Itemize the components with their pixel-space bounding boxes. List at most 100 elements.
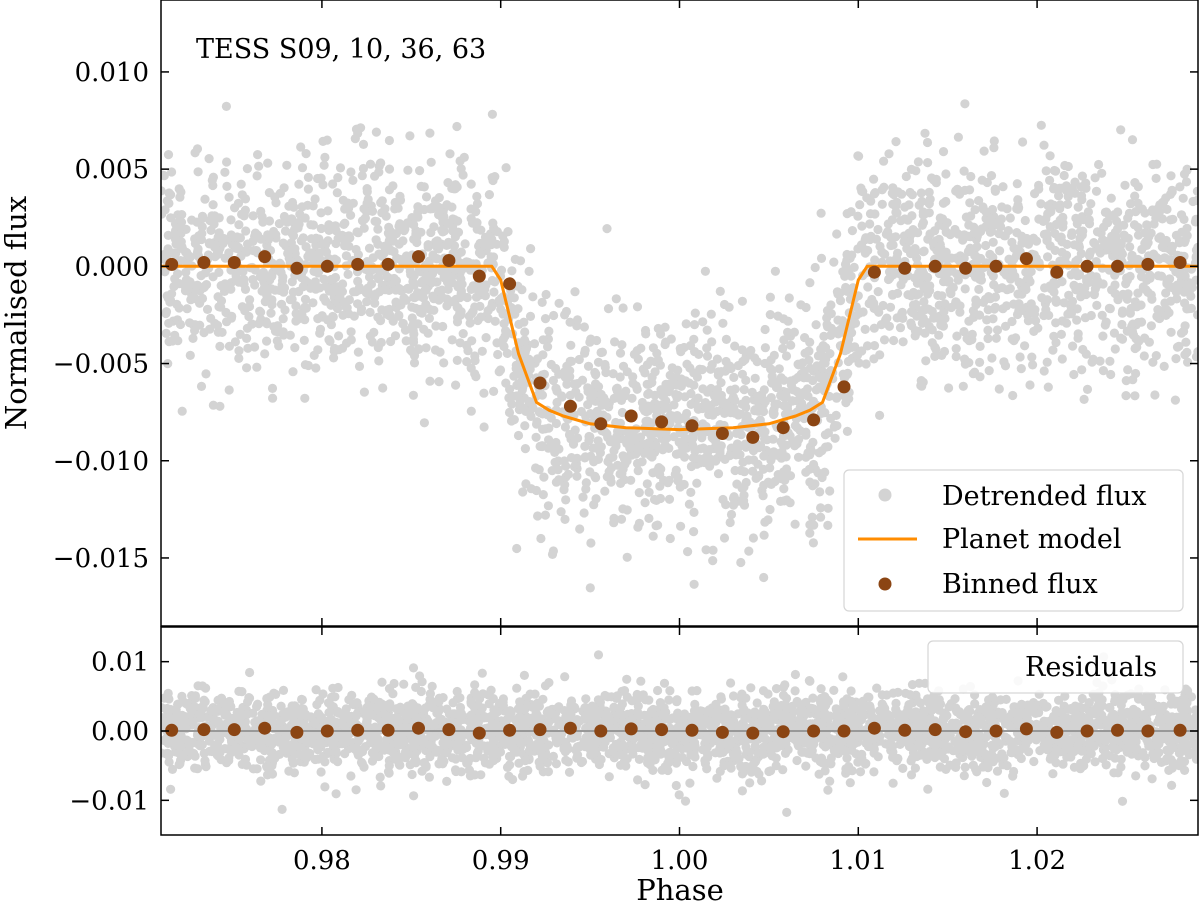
detrended-flux-point [301, 242, 311, 252]
detrended-flux-point [1180, 298, 1190, 308]
binned-flux-point [1019, 252, 1033, 266]
detrended-flux-point [901, 171, 911, 182]
residual-point [998, 760, 1008, 770]
detrended-flux-point [888, 183, 898, 193]
detrended-flux-point [507, 266, 517, 276]
detrended-flux-point [906, 248, 916, 259]
detrended-flux-point [592, 335, 602, 346]
detrended-flux-point [810, 262, 820, 273]
detrended-flux-point [487, 109, 497, 119]
detrended-flux-point [640, 368, 650, 378]
detrended-flux-point [537, 390, 548, 400]
detrended-flux-point [964, 316, 974, 326]
detrended-flux-point [618, 303, 628, 313]
detrended-flux-point [370, 298, 380, 308]
detrended-flux-point [1003, 226, 1014, 236]
detrended-flux-point [255, 306, 265, 316]
detrended-flux-point [783, 327, 793, 337]
detrended-flux-point [1026, 266, 1036, 277]
planet-model-curve [161, 264, 1198, 432]
detrended-flux-point [174, 279, 184, 289]
residual-point [792, 755, 802, 766]
detrended-flux-point [1116, 333, 1126, 343]
residual-point [999, 788, 1009, 799]
detrended-flux-point [329, 353, 339, 363]
detrended-flux-point [869, 174, 879, 184]
detrended-flux-point [543, 342, 553, 352]
detrended-flux-point [1009, 299, 1019, 309]
detrended-flux-point [611, 433, 621, 443]
residual-point [316, 767, 326, 777]
binned-flux-points [165, 250, 1187, 444]
detrended-flux-point [1167, 241, 1178, 251]
binned-flux-point [715, 427, 729, 440]
detrended-flux-point [291, 316, 301, 326]
detrended-flux-point [793, 452, 804, 462]
detrended-flux-point [1101, 317, 1111, 327]
detrended-flux-point [1183, 357, 1193, 367]
detrended-flux-point [583, 361, 594, 371]
detrended-flux-point [755, 415, 765, 425]
y-tick-label: 0.000 [75, 252, 149, 282]
detrended-flux-point [621, 386, 631, 396]
detrended-flux-point [399, 293, 409, 303]
detrended-flux-point [1086, 310, 1096, 321]
detrended-flux-point [532, 354, 543, 364]
detrended-flux-point [1042, 229, 1052, 239]
detrended-flux-point [323, 282, 333, 292]
detrended-flux-point [684, 499, 695, 509]
detrended-flux-point [409, 292, 419, 302]
detrended-flux-point [499, 319, 509, 329]
detrended-flux-point [706, 309, 716, 319]
detrended-flux-point [925, 285, 935, 296]
detrended-flux-point [1113, 224, 1123, 234]
detrended-flux-point [413, 202, 423, 212]
detrended-flux-point [1130, 343, 1140, 354]
detrended-flux-point [351, 287, 361, 297]
detrended-flux-point [972, 242, 982, 252]
detrended-flux-point [313, 345, 323, 355]
detrended-flux-point [971, 295, 981, 305]
detrended-flux-point [161, 249, 170, 259]
detrended-flux-point [234, 346, 244, 356]
detrended-flux-point [953, 132, 964, 142]
detrended-flux-point [449, 184, 459, 194]
detrended-flux-point [655, 470, 665, 480]
detrended-flux-point [520, 444, 531, 454]
detrended-flux-point [774, 364, 784, 374]
detrended-flux-point [781, 351, 792, 361]
detrended-flux-point [1059, 170, 1069, 181]
detrended-flux-point [176, 237, 186, 247]
detrended-flux-point [1079, 394, 1089, 404]
detrended-flux-point [785, 431, 795, 441]
residual-point [665, 686, 675, 696]
detrended-flux-point [341, 302, 351, 312]
detrended-flux-point [737, 296, 748, 306]
detrended-flux-point [939, 270, 949, 280]
detrended-flux-point [353, 299, 363, 309]
detrended-flux-point [1082, 384, 1093, 394]
detrended-flux-point [1081, 349, 1091, 359]
detrended-flux-point [374, 167, 384, 177]
detrended-flux-point [308, 298, 318, 308]
detrended-flux-point [829, 422, 839, 432]
binned-flux-point [1050, 265, 1064, 279]
detrended-flux-point [800, 333, 810, 343]
detrended-flux-point [951, 344, 961, 354]
detrended-flux-point [644, 513, 654, 524]
detrended-flux-point [357, 171, 367, 181]
detrended-flux-point [1021, 284, 1031, 295]
detrended-flux-point [681, 319, 691, 329]
detrended-flux-point [920, 328, 930, 338]
detrended-flux-point [914, 268, 924, 278]
detrended-flux-point [844, 394, 854, 404]
detrended-flux-point [245, 295, 255, 305]
residual-point [593, 650, 604, 660]
detrended-flux-point [721, 334, 732, 344]
detrended-flux-point [715, 448, 725, 458]
detrended-flux-point [860, 324, 870, 334]
detrended-flux-point [600, 362, 610, 372]
detrended-flux-point [354, 361, 365, 371]
detrended-flux-point [320, 152, 330, 162]
detrended-flux-point [316, 223, 326, 234]
